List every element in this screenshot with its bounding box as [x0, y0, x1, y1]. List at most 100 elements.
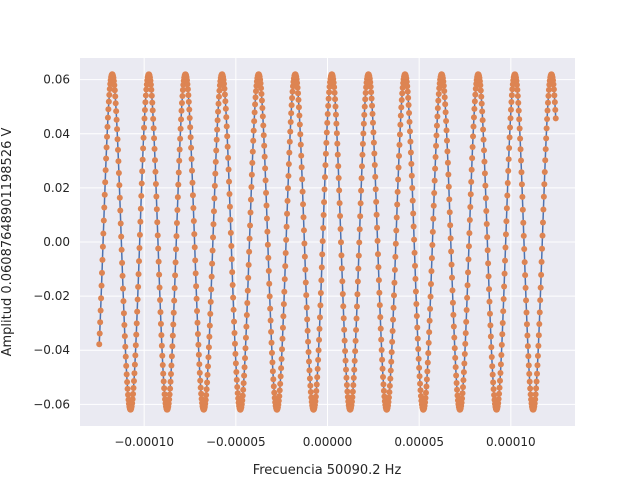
data-point [486, 310, 493, 317]
data-point [152, 180, 159, 187]
data-point [234, 383, 241, 390]
data-point [468, 166, 475, 173]
data-point [464, 294, 471, 301]
data-point [242, 334, 249, 341]
data-point [155, 258, 162, 265]
data-point [442, 109, 449, 116]
data-point [532, 396, 539, 403]
data-point [397, 121, 404, 128]
data-point [518, 169, 525, 176]
data-point [301, 240, 308, 247]
data-point [322, 150, 329, 157]
data-point [359, 151, 366, 158]
data-point [132, 352, 139, 359]
data-point [517, 146, 524, 153]
data-point [513, 81, 520, 88]
data-point [533, 378, 540, 385]
data-point [98, 295, 105, 302]
data-point [103, 155, 110, 162]
data-point [305, 348, 312, 355]
data-point [153, 206, 160, 213]
data-point [470, 133, 477, 140]
data-point [288, 110, 295, 117]
data-point [321, 186, 328, 193]
data-point [224, 143, 231, 150]
data-point [169, 343, 176, 350]
data-point [443, 137, 450, 144]
data-point [139, 168, 146, 175]
data-point [507, 115, 514, 122]
data-point [387, 375, 394, 382]
data-point [124, 385, 131, 392]
data-point [223, 123, 230, 130]
data-point [519, 193, 526, 200]
data-point [100, 217, 107, 224]
data-point [552, 106, 559, 113]
data-point [123, 362, 130, 369]
data-point [505, 167, 512, 174]
data-point [264, 228, 271, 235]
data-point [278, 365, 285, 372]
data-point [173, 246, 180, 253]
data-point [409, 184, 416, 191]
data-point [452, 354, 459, 361]
data-point [380, 387, 387, 394]
data-point [173, 219, 180, 226]
data-point [245, 274, 252, 281]
data-point [294, 84, 301, 91]
data-point [101, 204, 108, 211]
data-point [96, 341, 103, 348]
data-point [155, 245, 162, 252]
data-point [122, 343, 129, 350]
data-point [315, 356, 322, 363]
data-point [314, 365, 321, 372]
data-point [393, 227, 400, 234]
data-point [136, 258, 143, 265]
data-point [477, 87, 484, 94]
data-point [441, 94, 448, 101]
data-point [140, 145, 147, 152]
data-point [149, 107, 156, 114]
data-point [97, 319, 104, 326]
data-point [390, 304, 397, 311]
data-point [312, 398, 319, 405]
data-point [286, 138, 293, 145]
data-point [251, 109, 258, 116]
data-point [417, 392, 424, 399]
data-point [550, 81, 557, 88]
data-point [378, 336, 385, 343]
data-point [357, 200, 364, 207]
data-point [176, 146, 183, 153]
data-point [417, 387, 424, 394]
data-point [130, 391, 137, 398]
data-point [157, 296, 164, 303]
data-point [527, 391, 534, 398]
data-point [261, 153, 268, 160]
data-point [157, 309, 164, 316]
data-point [453, 372, 460, 379]
data-point [104, 114, 111, 121]
data-point [349, 394, 356, 401]
data-point [288, 102, 295, 109]
data-point [185, 92, 192, 99]
data-point [215, 108, 222, 115]
data-point [208, 286, 215, 293]
data-point [427, 293, 434, 300]
data-point [408, 160, 415, 167]
data-point [298, 152, 305, 159]
data-point [380, 381, 387, 388]
data-point [430, 215, 437, 222]
data-point [449, 274, 456, 281]
data-point [428, 255, 435, 262]
data-point [244, 300, 251, 306]
data-point [391, 266, 398, 273]
data-point [350, 374, 357, 381]
data-point [100, 230, 107, 237]
data-point [377, 325, 384, 332]
data-point [252, 101, 259, 108]
data-point [406, 118, 413, 125]
data-point [324, 119, 331, 126]
data-point [141, 115, 148, 122]
data-point [276, 387, 283, 394]
data-point [343, 374, 350, 381]
